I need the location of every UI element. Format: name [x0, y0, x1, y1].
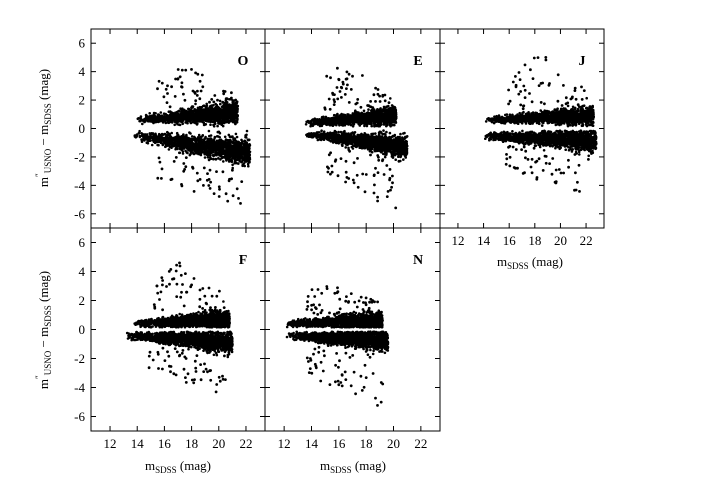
- y-tick-label: 0: [79, 121, 86, 136]
- x-tick-label: 22: [580, 233, 593, 248]
- x-tick-label: 18: [185, 436, 198, 451]
- x-tick-label: 22: [239, 436, 252, 451]
- x-axis-title: mSDSS (mag): [145, 458, 211, 475]
- y-tick-label: 4: [79, 64, 86, 79]
- panel-f: 12 14 16 18 20 22 -6 -4 -2 0 2 4 6 F: [74, 227, 266, 451]
- y-tick-label: 0: [79, 322, 86, 337]
- y-tick-label: -2: [74, 351, 85, 366]
- panel-label: O: [238, 54, 249, 69]
- ticks: [91, 228, 265, 431]
- x-tick-label: 14: [305, 436, 319, 451]
- x-tick-label: 16: [158, 436, 172, 451]
- y-tick-label: -4: [74, 178, 85, 193]
- ticks: [440, 29, 604, 228]
- ticks: [91, 29, 265, 228]
- x-tick-label: 16: [332, 436, 346, 451]
- y-tick-label: 2: [79, 293, 86, 308]
- x-tick-label: 12: [278, 436, 291, 451]
- panel-o: -6 -4 -2 0 2 4 6 O: [74, 28, 266, 229]
- points-e: [304, 66, 409, 210]
- panel-label: F: [239, 253, 248, 268]
- panel-j: 12 14 16 18 20 22 J: [439, 28, 605, 248]
- x-tick-label: 20: [212, 436, 225, 451]
- y-axis-title: m″USNO − mSDSS (mag): [34, 69, 53, 187]
- y-tick-label: -4: [74, 380, 85, 395]
- y-tick-label: -6: [74, 409, 85, 424]
- y-tick-label: 2: [79, 93, 86, 108]
- ticks: [265, 29, 440, 228]
- points-n: [285, 285, 390, 407]
- y-tick-label: -6: [74, 206, 85, 221]
- panel-label: E: [413, 54, 422, 69]
- x-tick-label: 18: [528, 233, 541, 248]
- x-tick-label: 14: [131, 436, 145, 451]
- y-tick-label: 4: [79, 264, 86, 279]
- axis-titles-group: mSDSS (mag) mSDSS (mag) mSDSS (mag) m″USNO …: [34, 69, 563, 475]
- x-tick-label: 16: [503, 233, 517, 248]
- y-tick-label: -2: [74, 149, 85, 164]
- x-tick-label: 20: [554, 233, 567, 248]
- panel-label: N: [413, 253, 423, 268]
- x-tick-label: 14: [477, 233, 491, 248]
- points-f: [125, 261, 234, 394]
- panel-n: 12 14 16 18 20 22 N: [264, 227, 441, 451]
- x-axis-title: mSDSS (mag): [320, 458, 386, 475]
- x-tick-label: 20: [387, 436, 400, 451]
- ticks: [265, 228, 440, 431]
- y-tick-label: 6: [79, 36, 86, 51]
- points-j: [484, 56, 598, 193]
- panel-e: E: [264, 28, 441, 229]
- x-tick-label: 12: [104, 436, 117, 451]
- panel-label: J: [579, 54, 586, 69]
- x-tick-label: 22: [414, 436, 427, 451]
- y-tick-label: 6: [79, 235, 86, 250]
- points-o: [133, 68, 252, 205]
- x-tick-label: 12: [451, 233, 464, 248]
- y-axis-title: m″USNO − mSDSS (mag): [34, 271, 53, 389]
- x-axis-title: mSDSS (mag): [497, 254, 563, 271]
- x-tick-label: 18: [360, 436, 373, 451]
